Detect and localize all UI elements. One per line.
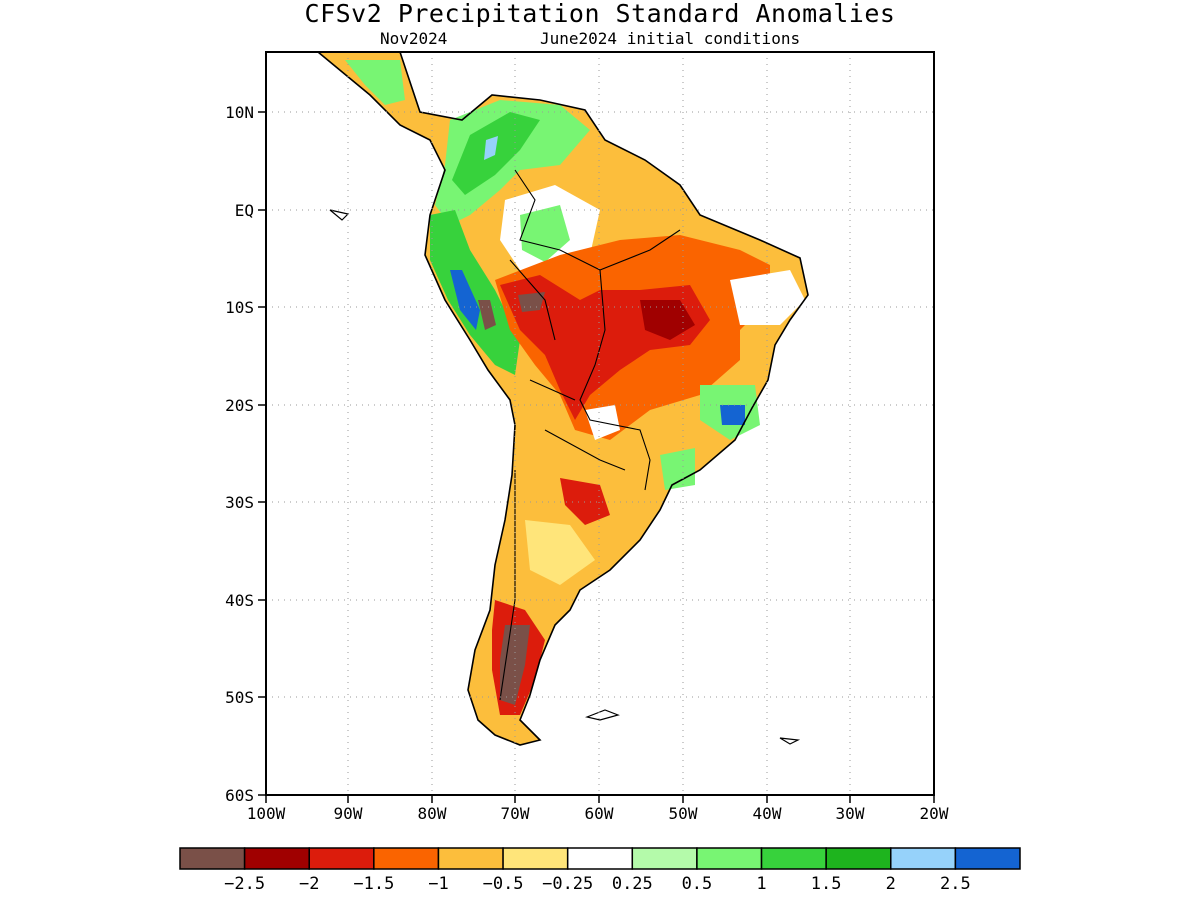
colorbar-swatch [631,847,698,870]
x-axis [265,795,935,803]
anomaly-darkgreen-north [452,112,540,195]
anomaly-field [318,52,808,745]
x-tick-label: 90W [334,804,363,823]
colorbar-swatch [954,847,1021,870]
anomaly-white-argentina [525,520,595,585]
y-tick-label: 10S [225,298,254,317]
anomaly-green-andes [430,210,520,375]
colorbar-label: 1 [756,874,766,894]
colorbar-swatch [179,847,246,870]
colorbar-swatch [308,847,375,870]
x-tick-label: 20W [920,804,949,823]
colorbar-swatch [437,847,504,870]
anomaly-green-south-brazil [660,448,695,490]
anomaly-blue-east [720,405,745,425]
coastline [316,52,809,746]
valid-month-label: Nov2024 [380,29,448,48]
anomaly-green-amazon [520,205,570,262]
x-tick-label: 70W [501,804,530,823]
anomaly-green-north [435,100,590,225]
anomaly-blue-andes [450,270,480,330]
colorbar-label: −1.5 [353,874,394,894]
colorbar-label: 2.5 [940,874,971,894]
colorbar-swatch [566,847,634,870]
colorbar-label: −0.25 [542,874,593,894]
anomaly-white-northeast [730,270,805,325]
colorbar-swatch [373,847,440,870]
y-tick-label: 30S [225,493,254,512]
x-tick-label: 100W [247,804,286,823]
colorbar: −2.5 −2 −1.5 −1 −0.5 −0.25 0.25 0.5 1 1.5 2 2.5 [179,847,1021,894]
anomaly-green-central-america [345,60,405,105]
colorbar-label: 2 [886,874,896,894]
colorbar-label: 1.5 [811,874,842,894]
y-axis [258,111,266,796]
map-frame [265,51,935,796]
colorbar-label: −2 [299,874,319,894]
colorbar-label: −0.5 [483,874,524,894]
colorbar-swatch [825,847,892,870]
x-tick-label: 80W [418,804,447,823]
colorbar-swatch [760,847,827,870]
colorbar-swatch [696,847,763,870]
x-tick-label: 40W [753,804,782,823]
y-tick-label: 40S [225,591,254,610]
y-tick-label: EQ [235,201,254,220]
y-tick-label: 50S [225,688,254,707]
x-tick-label: 60W [585,804,614,823]
x-tick-label: 50W [669,804,698,823]
y-tick-label: 10N [225,103,254,122]
x-tick-label: 30W [836,804,865,823]
colorbar-label: −2.5 [224,874,265,894]
map-title: CFSv2 Precipitation Standard Anomalies [304,0,896,28]
initial-conditions-label: June2024 initial conditions [540,29,801,48]
colorbar-label: 0.25 [612,874,653,894]
y-tick-label: 20S [225,396,254,415]
colorbar-swatch [243,847,310,870]
colorbar-label: −1 [428,874,448,894]
y-tick-label: 60S [225,786,254,805]
anomaly-brown-central-brazil [640,300,695,340]
colorbar-swatch [890,847,957,870]
colorbar-swatch [502,847,569,870]
colorbar-label: 0.5 [682,874,713,894]
anomaly-blue-colombia [484,136,498,160]
